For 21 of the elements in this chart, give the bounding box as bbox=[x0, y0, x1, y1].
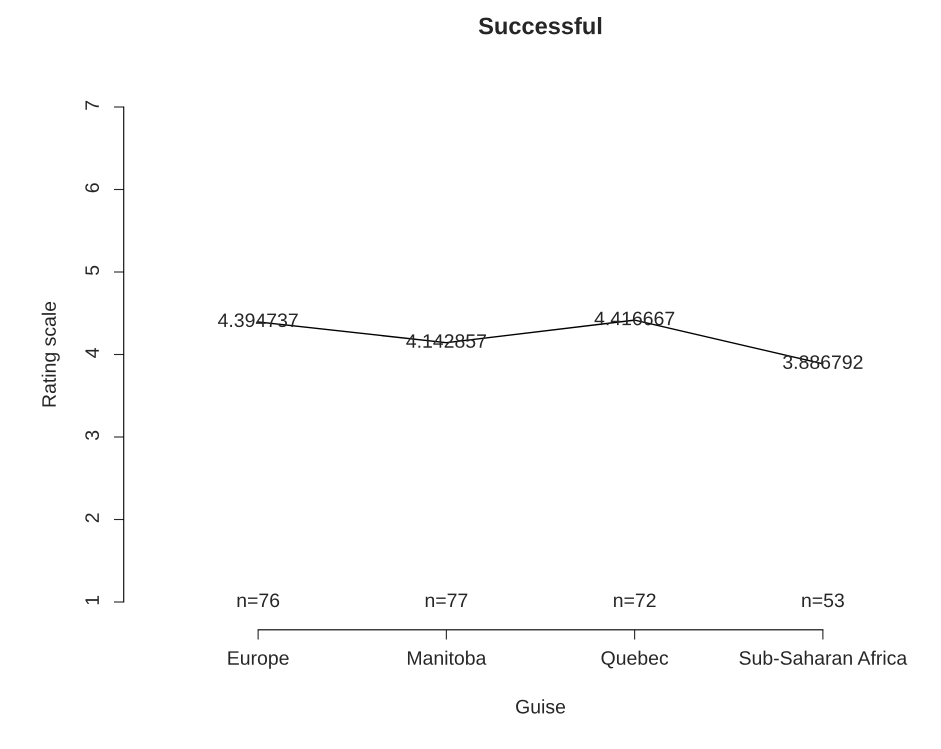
x-axis-title: Guise bbox=[516, 699, 566, 714]
x-tick-label: Quebec bbox=[601, 650, 668, 668]
y-tick-label: 7 bbox=[85, 100, 99, 110]
x-tick-label: Manitoba bbox=[408, 650, 486, 665]
annotation: n=72 bbox=[614, 593, 656, 608]
data-label: 4.394737 bbox=[218, 313, 298, 328]
y-tick-label: 6 bbox=[85, 183, 100, 192]
y-tick-label: 2 bbox=[85, 513, 99, 522]
y-tick-label: 3 bbox=[85, 430, 100, 440]
data-label: 4.416667 bbox=[594, 312, 674, 326]
x-tick-label: Europe bbox=[228, 651, 289, 669]
chart-title: Successful bbox=[478, 16, 602, 34]
y-tick-label: 4 bbox=[85, 348, 99, 358]
annotation: n=76 bbox=[238, 593, 280, 608]
annotation: n=53 bbox=[802, 593, 844, 608]
y-tick-label: 1 bbox=[85, 596, 99, 604]
y-tick-label: 5 bbox=[85, 266, 100, 275]
data-label: 3.886792 bbox=[783, 355, 862, 370]
annotation: n=77 bbox=[426, 594, 468, 608]
y-axis-title: Rating scale bbox=[42, 302, 60, 406]
x-tick-label: Sub-Saharan Africa bbox=[739, 650, 908, 665]
